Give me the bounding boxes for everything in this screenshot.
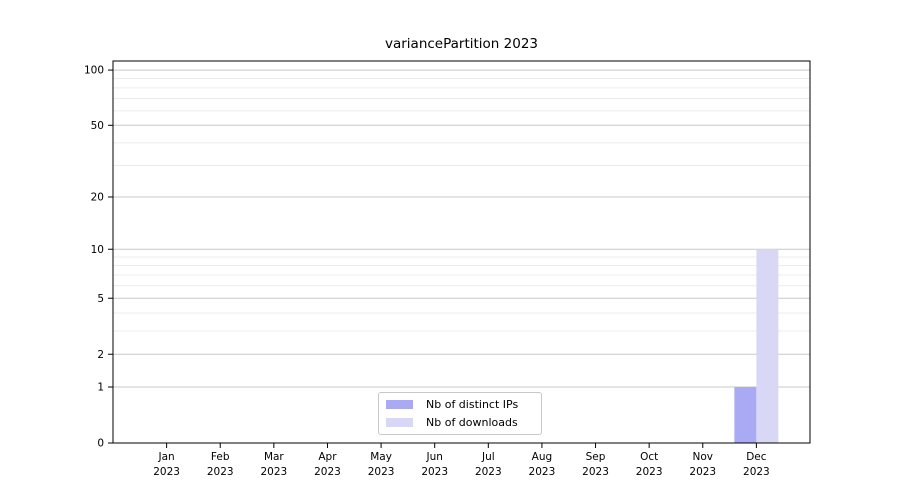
legend-label-downloads: Nb of downloads (426, 415, 518, 429)
svg-text:2023: 2023 (743, 466, 770, 478)
chart-title: variancePartition 2023 (384, 36, 539, 52)
svg-text:2023: 2023 (314, 466, 341, 478)
svg-text:Nov: Nov (693, 451, 714, 463)
gridlines-major (113, 69, 810, 388)
svg-text:Jul: Jul (481, 451, 495, 463)
axis-frame (112, 60, 811, 444)
gridlines-minor (113, 77, 810, 332)
svg-text:2: 2 (97, 349, 104, 361)
svg-text:2023: 2023 (582, 466, 609, 478)
legend-label-distinct-ips: Nb of distinct IPs (426, 398, 519, 412)
svg-text:2023: 2023 (421, 466, 448, 478)
svg-text:Jun: Jun (425, 451, 442, 463)
legend-item-distinct-ips: Nb of distinct IPs (386, 396, 533, 414)
svg-text:2023: 2023 (475, 466, 502, 478)
svg-text:2023: 2023 (689, 466, 716, 478)
x-axis-ticks: Jan 2023 Feb 2023 Mar 2023 Apr 2023 May 2023 Jun 20… (153, 443, 770, 478)
svg-text:2023: 2023 (153, 466, 180, 478)
svg-text:10: 10 (91, 244, 104, 256)
bar-downloads-dec (756, 249, 779, 443)
legend-swatch-downloads (386, 417, 413, 427)
svg-text:0: 0 (97, 438, 104, 450)
svg-text:Oct: Oct (640, 451, 658, 463)
legend-swatch-distinct-ips (386, 400, 413, 410)
svg-text:Feb: Feb (211, 451, 230, 463)
svg-text:Jan: Jan (158, 451, 175, 463)
svg-text:50: 50 (91, 120, 104, 132)
svg-text:20: 20 (91, 192, 104, 204)
bars (734, 249, 779, 443)
y-axis-ticks: 0 1 2 5 10 20 50 100 (84, 65, 113, 450)
legend-item-downloads: Nb of downloads (386, 414, 533, 432)
chart-legend: Nb of distinct IPs Nb of downloads (378, 392, 542, 435)
svg-text:Mar: Mar (264, 451, 284, 463)
svg-text:Aug: Aug (532, 451, 553, 463)
svg-text:2023: 2023 (260, 466, 287, 478)
svg-text:Sep: Sep (586, 451, 606, 463)
svg-text:May: May (370, 451, 392, 463)
svg-text:5: 5 (97, 293, 104, 305)
svg-text:100: 100 (84, 65, 104, 77)
svg-text:Dec: Dec (746, 451, 767, 463)
svg-text:2023: 2023 (368, 466, 395, 478)
svg-text:1: 1 (97, 382, 104, 394)
bar-distinct-ips-dec (734, 386, 757, 443)
svg-text:2023: 2023 (207, 466, 234, 478)
svg-text:2023: 2023 (636, 466, 663, 478)
svg-text:2023: 2023 (529, 466, 556, 478)
svg-text:Apr: Apr (318, 451, 337, 463)
